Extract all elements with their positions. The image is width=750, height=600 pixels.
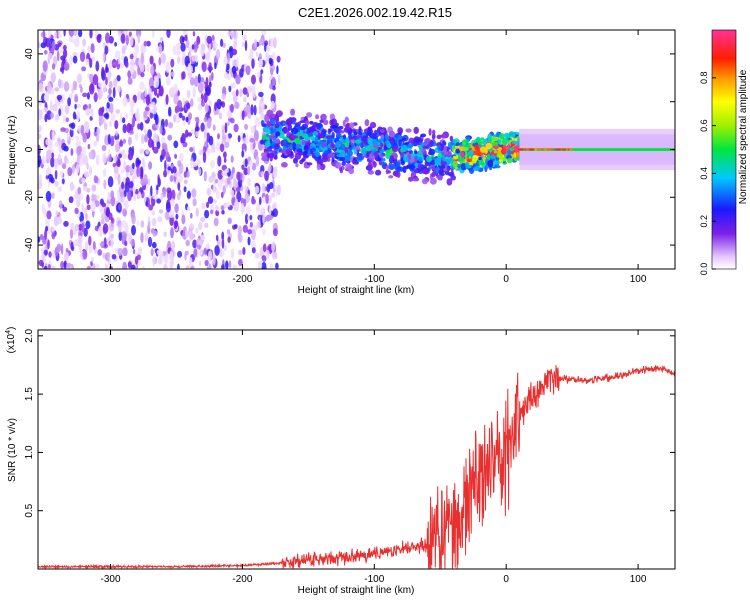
x-tick-label: -100 (364, 274, 384, 285)
heatmap-region (451, 131, 523, 175)
colorbar-tick-label: 0.2 (699, 215, 709, 228)
x-tick-label: 0 (503, 274, 509, 285)
y-tick-label: 1.5 (24, 387, 35, 401)
y-tick-label: -20 (24, 190, 35, 205)
svg-text:(x104): (x104) (5, 327, 17, 354)
x-tick-label: -300 (101, 274, 121, 285)
y-tick-label: 40 (24, 48, 35, 60)
x-tick-label: 100 (630, 574, 647, 585)
x-tick-label: -300 (101, 574, 121, 585)
snr-multiplier-base: (x10 (6, 333, 17, 353)
y-tick-label: 0.5 (24, 503, 35, 517)
colorbar: 0.0 0.2 0.4 0.6 0.8 Normalized spectral ampl… (699, 29, 749, 276)
figure-title: C2E1.2026.002.19.42.R15 (298, 5, 452, 20)
snr-multiplier: (x104) (5, 327, 17, 354)
y-tick-label: 0 (24, 146, 35, 152)
snr-x-label: Height of straight line (km) (298, 585, 415, 596)
y-tick-label: -40 (24, 237, 35, 252)
colorbar-tick-label: 0.8 (699, 72, 709, 85)
heatmap-region (517, 128, 675, 170)
snr-multiplier-close: ) (6, 327, 17, 330)
y-tick-label: 20 (24, 96, 35, 108)
snr-series-line (38, 365, 675, 569)
x-tick-label: 0 (503, 574, 509, 585)
snr-panel: -300 -200 -100 0 100 0.5 1.0 1.5 2.0 Height of … (5, 327, 676, 596)
snr-frame (37, 329, 676, 570)
x-tick-label: -200 (232, 274, 252, 285)
x-tick-label: -200 (232, 574, 252, 585)
y-tick-label: 2.0 (24, 328, 35, 342)
colorbar-tick-label: 0.6 (699, 119, 709, 132)
x-tick-label: 100 (630, 274, 647, 285)
snr-x-ticks: -300 -200 -100 0 100 (101, 330, 647, 585)
colorbar-gradient (711, 29, 737, 270)
spectrogram-x-label: Height of straight line (km) (298, 285, 415, 296)
snr-multiplier-exp: 4 (5, 330, 12, 334)
colorbar-label: Normalized spectral amplitude (738, 69, 749, 204)
colorbar-ticks: 0.0 0.2 0.4 0.6 0.8 (699, 72, 716, 276)
heatmap-region (38, 30, 281, 269)
x-tick-label: -100 (364, 574, 384, 585)
spectrogram-y-ticks: -40 -20 0 20 40 (24, 48, 675, 252)
y-tick-label: 1.0 (24, 445, 35, 459)
spectrogram-y-label: Frequency (Hz) (7, 116, 18, 185)
heatmap-region (260, 108, 457, 186)
spectrogram-heatmap (38, 30, 675, 269)
spectrogram-x-ticks: -300 -200 -100 0 100 (101, 30, 647, 285)
snr-y-ticks: 0.5 1.0 1.5 2.0 (24, 328, 675, 518)
colorbar-tick-label: 0.0 (699, 263, 709, 276)
colorbar-tick-label: 0.4 (699, 167, 709, 180)
snr-y-label: SNR (10 * v/v) (7, 418, 18, 482)
